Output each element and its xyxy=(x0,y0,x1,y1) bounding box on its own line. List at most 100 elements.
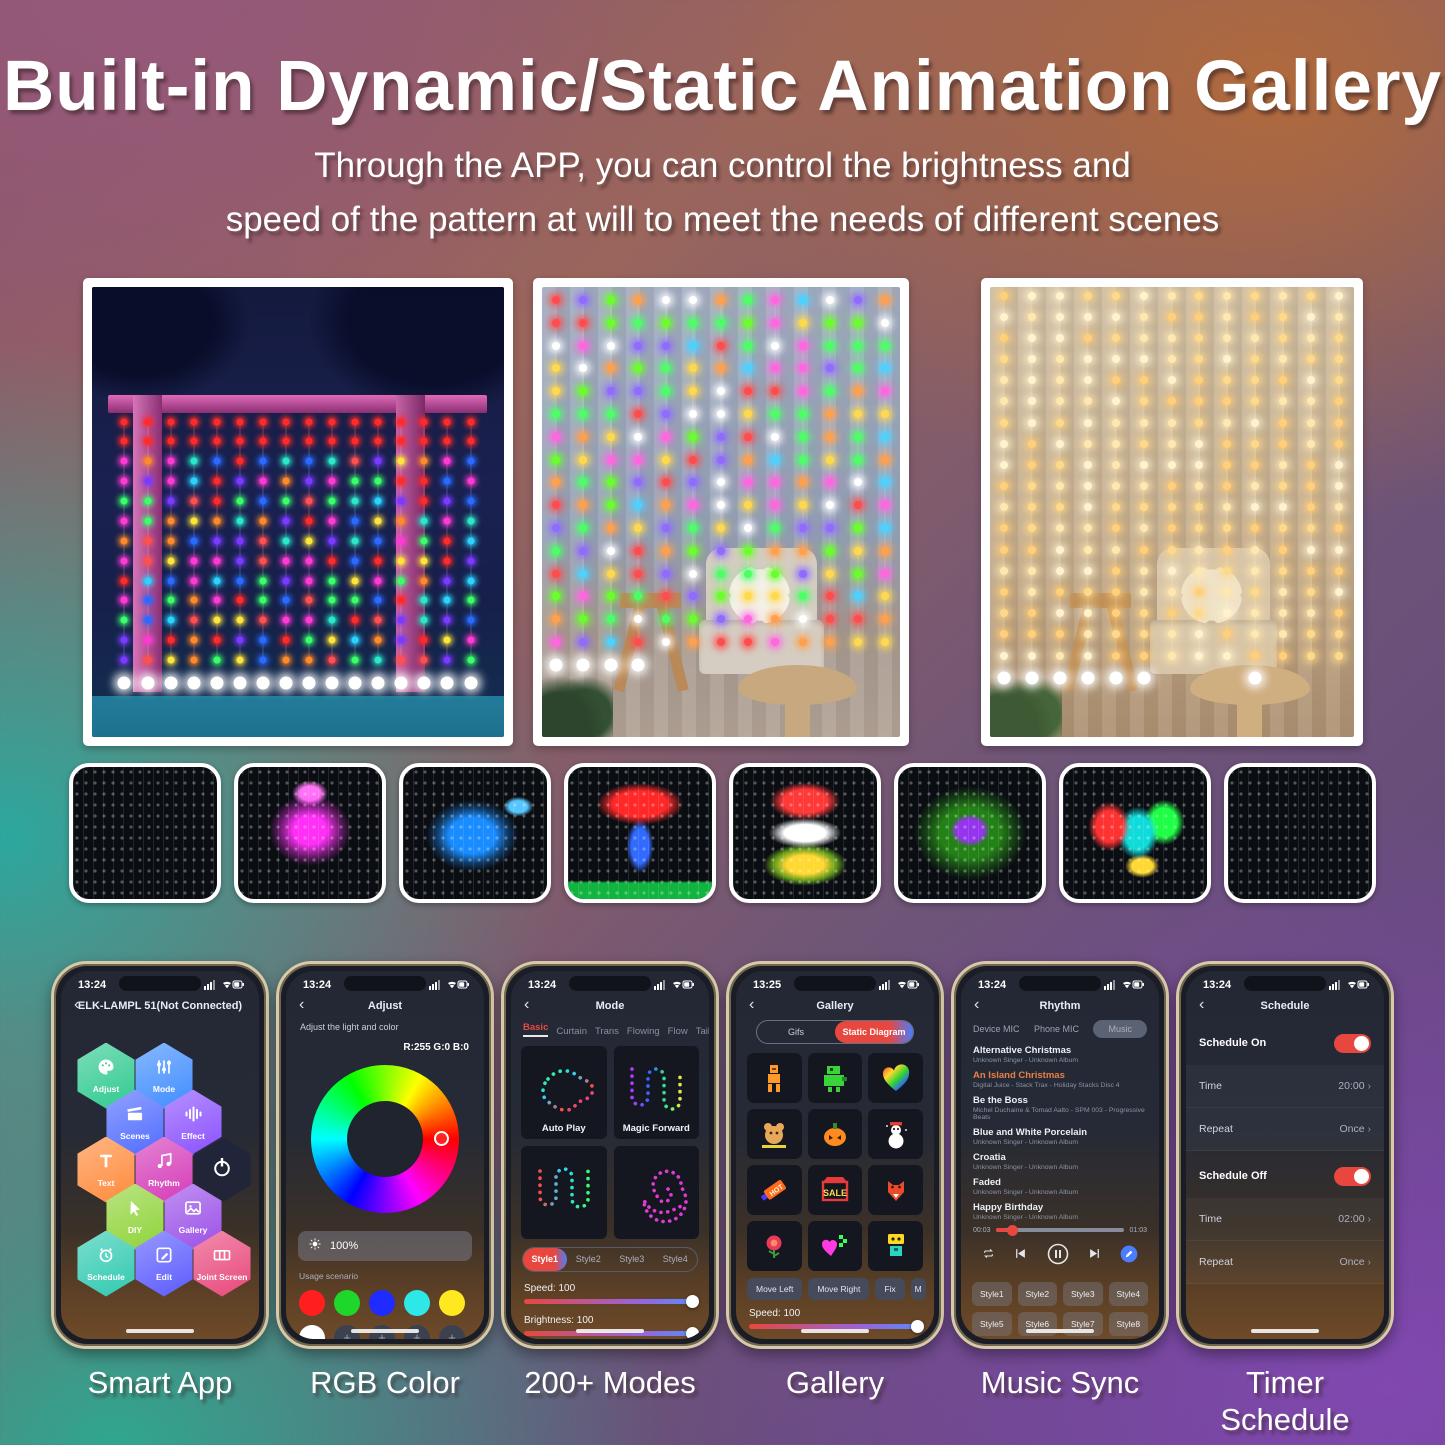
previous-icon[interactable] xyxy=(1013,1246,1028,1266)
toggle-static-diagram[interactable]: Static Diagram xyxy=(835,1020,913,1043)
back-icon[interactable] xyxy=(1199,996,1204,1014)
next-icon[interactable] xyxy=(1087,1246,1102,1266)
rhythm-style-style4[interactable]: Style4 xyxy=(1108,1281,1148,1306)
schedule-toggle[interactable] xyxy=(1334,1166,1371,1186)
style-option-style2[interactable]: Style2 xyxy=(575,1254,601,1264)
color-swatch[interactable] xyxy=(439,1289,465,1316)
rhythm-style-style8[interactable]: Style8 xyxy=(1108,1311,1148,1336)
song-item[interactable]: Alternative Christmas Unknown Singer - Un… xyxy=(973,1045,1147,1064)
back-icon[interactable] xyxy=(974,996,979,1014)
tab-trans[interactable]: Trans xyxy=(594,1025,619,1037)
style-option-style4[interactable]: Style4 xyxy=(662,1254,688,1264)
mode-tile-spiral[interactable] xyxy=(613,1145,699,1239)
rhythm-style-style5[interactable]: Style5 xyxy=(972,1311,1012,1336)
led-dot xyxy=(1167,609,1176,618)
tab-flow[interactable]: Flow xyxy=(667,1025,688,1037)
led-car-pattern[interactable] xyxy=(69,762,221,903)
progress-bar[interactable] xyxy=(995,1224,1125,1236)
edit-style-icon[interactable] xyxy=(1119,1244,1139,1269)
rhythm-style-style1[interactable]: Style1 xyxy=(972,1281,1012,1306)
tab-tail[interactable]: Tail xyxy=(695,1025,709,1037)
led-dot xyxy=(1111,503,1120,512)
song-item[interactable]: Be the Boss Michel Duchaine & Tomad Aalto… xyxy=(973,1095,1147,1121)
tab-basic[interactable]: Basic xyxy=(523,1022,549,1037)
led-dot xyxy=(1167,418,1176,427)
pixel-dinosaur[interactable] xyxy=(807,1052,863,1103)
back-icon[interactable] xyxy=(74,996,79,1014)
led-dot xyxy=(1251,333,1260,342)
gallery-button-move-right[interactable]: Move Right xyxy=(808,1277,870,1300)
speed-slider[interactable] xyxy=(749,1319,924,1333)
led-wreath-pattern[interactable] xyxy=(894,762,1046,903)
pixel-sale-sign[interactable]: SALE xyxy=(807,1164,863,1215)
add-color-button[interactable]: + xyxy=(334,1324,360,1339)
back-icon[interactable] xyxy=(524,996,529,1014)
song-item[interactable]: Happy Birthday Unknown Singer - Unknown A… xyxy=(973,1202,1147,1221)
back-icon[interactable] xyxy=(299,996,304,1014)
gallery-button-move-left[interactable]: Move Left xyxy=(747,1277,803,1300)
led-dot xyxy=(1279,609,1288,618)
led-cherry-pattern[interactable] xyxy=(1224,762,1376,903)
progress-knob[interactable] xyxy=(1007,1224,1019,1236)
pixel-hot-stick[interactable]: HOT xyxy=(747,1164,802,1215)
led-dot xyxy=(634,296,643,304)
mic-tab-music[interactable]: Music xyxy=(1093,1019,1147,1038)
mic-tab-phone-mic[interactable]: Phone MIC xyxy=(1033,1023,1080,1034)
schedule-toggle[interactable] xyxy=(1334,1033,1371,1053)
style-option-style1[interactable]: Style1 xyxy=(523,1247,567,1271)
pixel-teddy-bear[interactable] xyxy=(747,1108,802,1159)
rhythm-style-style2[interactable]: Style2 xyxy=(1017,1281,1057,1306)
pixel-fox[interactable] xyxy=(868,1164,923,1215)
song-item[interactable]: Croatia Unknown Singer - Unknown Album xyxy=(973,1152,1147,1171)
pixel-snowman[interactable] xyxy=(868,1108,923,1159)
led-santa-pattern[interactable] xyxy=(729,762,881,903)
pixel-figure[interactable] xyxy=(747,1052,802,1103)
led-star-pattern[interactable] xyxy=(234,762,386,903)
repeat-icon[interactable] xyxy=(981,1246,996,1266)
brightness-slider[interactable] xyxy=(524,1326,699,1339)
schedule-row-repeat[interactable]: Repeat Once xyxy=(1186,1108,1384,1151)
mode-tile-wave-lines[interactable]: Magic Forward xyxy=(613,1045,699,1139)
add-color-button[interactable]: + xyxy=(439,1324,465,1339)
schedule-row-time[interactable]: Time 20:00 xyxy=(1186,1065,1384,1108)
pixel-rainbow-heart[interactable] xyxy=(868,1052,923,1103)
gallery-button-m[interactable]: M xyxy=(910,1277,926,1300)
song-item[interactable]: Blue and White Porcelain Unknown Singer -… xyxy=(973,1127,1147,1146)
led-parrot-pattern[interactable] xyxy=(1059,762,1211,903)
led-whale-pattern[interactable] xyxy=(399,762,551,903)
schedule-row-time[interactable]: Time 02:00 xyxy=(1186,1198,1384,1241)
color-swatch[interactable] xyxy=(334,1289,360,1316)
speed-slider-knob[interactable] xyxy=(686,1294,699,1308)
color-wheel-selector[interactable] xyxy=(434,1130,449,1146)
color-swatch[interactable] xyxy=(404,1289,430,1316)
tab-flowing[interactable]: Flowing xyxy=(626,1025,660,1037)
tab-curtain[interactable]: Curtain xyxy=(556,1025,587,1037)
brightness-slider-knob[interactable] xyxy=(686,1326,699,1339)
pixel-hearts[interactable] xyxy=(807,1220,863,1271)
color-swatch[interactable] xyxy=(299,1324,325,1339)
color-wheel[interactable] xyxy=(311,1064,459,1213)
led-dot xyxy=(634,341,643,350)
mode-tile-wave-lines-2[interactable] xyxy=(521,1145,607,1239)
pixel-robot[interactable] xyxy=(868,1220,923,1271)
pixel-rose[interactable] xyxy=(747,1220,802,1271)
back-icon[interactable] xyxy=(749,996,754,1014)
brightness-pill[interactable]: 100% xyxy=(298,1230,472,1261)
color-swatch[interactable] xyxy=(369,1289,395,1316)
song-item[interactable]: Faded Unknown Singer - Unknown Album xyxy=(973,1177,1147,1196)
led-mushroom-pattern[interactable] xyxy=(564,762,716,903)
rhythm-style-style3[interactable]: Style3 xyxy=(1063,1281,1103,1306)
speed-slider-knob[interactable] xyxy=(911,1319,924,1333)
gallery-button-fix[interactable]: Fix xyxy=(875,1277,905,1300)
pixel-pumpkin[interactable] xyxy=(807,1108,863,1159)
schedule-row-repeat[interactable]: Repeat Once xyxy=(1186,1241,1384,1284)
style-option-style3[interactable]: Style3 xyxy=(619,1254,645,1264)
led-dot xyxy=(420,537,428,545)
toggle-gifs[interactable]: Gifs xyxy=(787,1026,804,1037)
mode-tile-blob-loop[interactable]: Auto Play xyxy=(521,1045,607,1139)
color-swatch[interactable] xyxy=(299,1289,325,1316)
pause-icon[interactable] xyxy=(1046,1242,1070,1271)
mic-tab-device-mic[interactable]: Device MIC xyxy=(973,1023,1020,1034)
song-item[interactable]: An Island Christmas Digital Juice - Stack… xyxy=(973,1070,1147,1089)
speed-slider[interactable] xyxy=(524,1294,699,1308)
